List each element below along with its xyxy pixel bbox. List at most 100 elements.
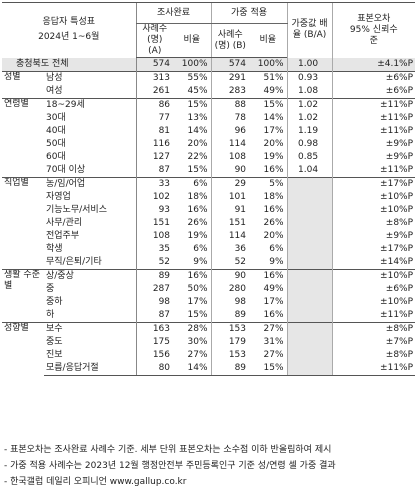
weight-ratio: 1.02 bbox=[286, 112, 333, 125]
weight-ratio bbox=[286, 336, 333, 349]
count-b-header: 사례수 (명) (B) bbox=[210, 23, 250, 58]
table-row: 생활 수준별 상/중상 89 16% 90 16% ±10%P bbox=[2, 269, 416, 323]
table-row: 여성 261 45% 283 49% 1.08 ±6%P bbox=[2, 85, 416, 99]
row-label: 학생 bbox=[46, 244, 63, 254]
count-b: 101 bbox=[210, 191, 250, 204]
row-label: 30대 bbox=[46, 113, 66, 123]
table-row: 자영업 102 18% 101 18% ±10%P bbox=[2, 191, 416, 204]
weight-ratio-header: 가중값 배율 (B/A) bbox=[286, 2, 333, 58]
table-row: 직업별 농/임/어업 33 6% 29 5% ±17%P bbox=[2, 177, 416, 270]
weight-ratio bbox=[286, 177, 333, 191]
group-label: 성별 bbox=[2, 71, 44, 99]
count-a: 87 bbox=[135, 309, 174, 323]
weight-ratio: 0.93 bbox=[286, 71, 333, 85]
count-b: 91 bbox=[210, 204, 250, 217]
ratio-b: 16% bbox=[263, 165, 284, 175]
ratio-a: 45% bbox=[187, 86, 208, 96]
table-row: 무직/은퇴/기타 52 9% 52 9% ±14%P bbox=[2, 256, 416, 270]
ratio-a: 22% bbox=[187, 152, 208, 162]
count-a: 127 bbox=[135, 151, 174, 164]
group-label: 성향별 bbox=[2, 322, 44, 376]
ratio-b: 26% bbox=[263, 218, 284, 228]
sampling-error-header: 표본오차 95% 신뢰수준 bbox=[331, 2, 416, 58]
table-row: 하 87 15% 89 16% ±11%P bbox=[2, 309, 416, 323]
ratio-a: 26% bbox=[187, 218, 208, 228]
weight-ratio bbox=[286, 349, 333, 362]
row-label: 자영업 bbox=[46, 192, 71, 202]
count-b: 114 bbox=[210, 230, 250, 243]
sampling-error: ±8%P bbox=[331, 349, 416, 362]
weight-ratio bbox=[286, 217, 333, 230]
ratio-b: 51% bbox=[249, 71, 288, 85]
count-a: 89 bbox=[135, 269, 174, 283]
table-title-cell: 응답자 특성표 2024년 1~6월 bbox=[2, 2, 137, 58]
row-label: 기능노무/서비스 bbox=[46, 205, 107, 215]
ratio-a: 17% bbox=[187, 297, 208, 307]
weighted-header: 가중 적용 bbox=[210, 2, 288, 24]
row-label: 진보 bbox=[46, 350, 63, 360]
ratio-a: 15% bbox=[187, 310, 208, 320]
total-error: ±4.1%P bbox=[331, 57, 416, 72]
row-label: 60대 bbox=[46, 152, 66, 162]
ratio-b: 49% bbox=[263, 86, 284, 96]
footnote-weighting: - 가중 적용 사례수는 2023년 12월 행정안전부 주민등록인구 기준 성… bbox=[4, 461, 336, 471]
ratio-a: 9% bbox=[193, 257, 208, 267]
row-label: 40대 bbox=[46, 126, 66, 136]
table-row: 40대 81 14% 96 17% 1.19 ±11%P bbox=[2, 125, 416, 138]
count-a: 81 bbox=[135, 125, 174, 138]
survey-complete-header: 조사완료 bbox=[135, 2, 212, 24]
ratio-a: 16% bbox=[173, 269, 212, 283]
table-row: 전업주부 108 19% 114 20% ±9%P bbox=[2, 230, 416, 243]
sampling-error: ±10%P bbox=[331, 269, 416, 283]
group-label: 연령별 bbox=[2, 98, 44, 178]
ratio-a: 27% bbox=[187, 350, 208, 360]
row-label: 중 bbox=[46, 284, 55, 294]
weight-ratio: 1.02 bbox=[286, 98, 333, 112]
ratio-a: 6% bbox=[173, 177, 212, 191]
count-b: 280 bbox=[210, 283, 250, 296]
row-label: 전업주부 bbox=[46, 231, 80, 241]
weight-ratio bbox=[286, 230, 333, 243]
sampling-error: ±7%P bbox=[331, 336, 416, 349]
ratio-a: 6% bbox=[193, 244, 208, 254]
count-b: 291 bbox=[210, 71, 250, 85]
sampling-error: ±14%P bbox=[331, 256, 416, 270]
count-b: 89 bbox=[210, 362, 250, 376]
ratio-b: 9% bbox=[269, 257, 284, 267]
total-ratio-a: 100% bbox=[181, 59, 208, 69]
count-a: 80 bbox=[135, 362, 174, 376]
count-a: 108 bbox=[135, 230, 174, 243]
weight-ratio bbox=[286, 296, 333, 309]
weight-ratio: 0.98 bbox=[286, 138, 333, 151]
respondent-table-container: 응답자 특성표 2024년 1~6월 조사완료 가중 적용 가중값 배율 (B/… bbox=[2, 2, 416, 376]
table-row: 중 287 50% 280 49% ±6%P bbox=[2, 283, 416, 296]
sampling-error: ±6%P bbox=[331, 283, 416, 296]
group-label: 직업별 bbox=[2, 177, 44, 270]
count-a: 87 bbox=[135, 164, 174, 178]
footnotes: - 표본오차는 조사완료 사례수 기준. 세부 단위 표본오차는 소수점 이하 … bbox=[4, 442, 414, 490]
count-b: 179 bbox=[210, 336, 250, 349]
ratio-b: 31% bbox=[263, 337, 284, 347]
count-a: 116 bbox=[135, 138, 174, 151]
ratio-b: 20% bbox=[263, 139, 284, 149]
count-a: 102 bbox=[135, 191, 174, 204]
count-a: 98 bbox=[135, 296, 174, 309]
count-b: 98 bbox=[210, 296, 250, 309]
row-label: 18~29세 bbox=[44, 98, 137, 112]
total-count-b: 574 bbox=[210, 57, 250, 72]
ratio-b-header: 비율 bbox=[249, 23, 288, 58]
table-period: 2024년 1~6월 bbox=[38, 32, 100, 43]
ratio-a: 16% bbox=[187, 205, 208, 215]
row-label: 모름/응답거절 bbox=[44, 362, 137, 376]
count-b: 88 bbox=[210, 98, 250, 112]
ratio-a: 13% bbox=[187, 113, 208, 123]
sampling-error: ±10%P bbox=[331, 296, 416, 309]
ratio-a: 28% bbox=[173, 322, 212, 336]
sampling-error: ±11%P bbox=[331, 125, 416, 138]
total-weight: 1.00 bbox=[286, 57, 333, 72]
table-row: 성별 남성 313 55% 291 51% 0.93 ±6%P bbox=[2, 71, 416, 99]
sampling-error: ±11%P bbox=[331, 98, 416, 112]
row-label: 사무/관리 bbox=[46, 218, 83, 228]
count-a: 93 bbox=[135, 204, 174, 217]
table-row: 중도 175 30% 179 31% ±7%P bbox=[2, 336, 416, 349]
